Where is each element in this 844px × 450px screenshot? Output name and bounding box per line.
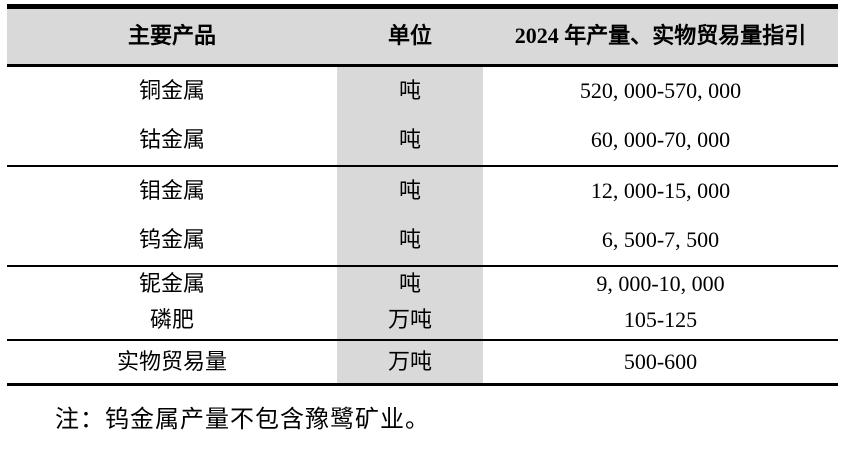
table-row-tungsten: 钨金属 吨 6, 500-7, 500	[7, 215, 838, 266]
product-cell: 磷肥	[149, 307, 194, 333]
col-header-unit: 单位	[387, 23, 432, 49]
guidance-cell: 520, 000-570, 000	[579, 78, 742, 104]
product-cell: 铜金属	[138, 78, 205, 104]
table-row-trade-volume: 实物贸易量 万吨 500-600	[7, 339, 838, 385]
unit-cell: 吨	[337, 215, 483, 266]
table-row-niobium: 铌金属 吨 9, 000-10, 000	[7, 265, 838, 303]
guidance-cell: 105-125	[623, 307, 698, 333]
unit-cell: 吨	[337, 165, 483, 216]
product-cell: 实物贸易量	[116, 348, 227, 374]
unit-cell: 万吨	[337, 302, 483, 340]
table-row-phosphate: 磷肥 万吨 105-125	[7, 302, 838, 340]
guidance-cell: 6, 500-7, 500	[601, 226, 720, 252]
product-cell: 钴金属	[138, 126, 205, 152]
unit-cell: 吨	[337, 65, 483, 116]
unit-cell: 吨	[337, 265, 483, 303]
table-header-row: 主要产品 单位 2024 年产量、实物贸易量指引	[7, 6, 838, 66]
unit-cell: 万吨	[337, 339, 483, 385]
production-guidance-table: 主要产品 单位 2024 年产量、实物贸易量指引 铜金属 吨 520, 000-…	[7, 4, 838, 386]
col-header-guidance: 2024 年产量、实物贸易量指引	[514, 23, 807, 49]
unit-cell: 吨	[337, 115, 483, 166]
table-footnote: 注：钨金属产量不包含豫鹭矿业。	[55, 407, 430, 433]
table-row-cobalt: 钴金属 吨 60, 000-70, 000	[7, 115, 838, 166]
product-cell: 钨金属	[138, 226, 205, 252]
guidance-cell: 60, 000-70, 000	[590, 126, 731, 152]
table-row-molybdenum: 钼金属 吨 12, 000-15, 000	[7, 165, 838, 216]
guidance-cell: 9, 000-10, 000	[596, 271, 725, 297]
table-row-copper: 铜金属 吨 520, 000-570, 000	[7, 65, 838, 116]
product-cell: 钼金属	[138, 177, 205, 203]
guidance-cell: 12, 000-15, 000	[590, 177, 731, 203]
product-cell: 铌金属	[138, 271, 205, 297]
col-header-product: 主要产品	[127, 23, 216, 49]
guidance-cell: 500-600	[623, 348, 698, 374]
